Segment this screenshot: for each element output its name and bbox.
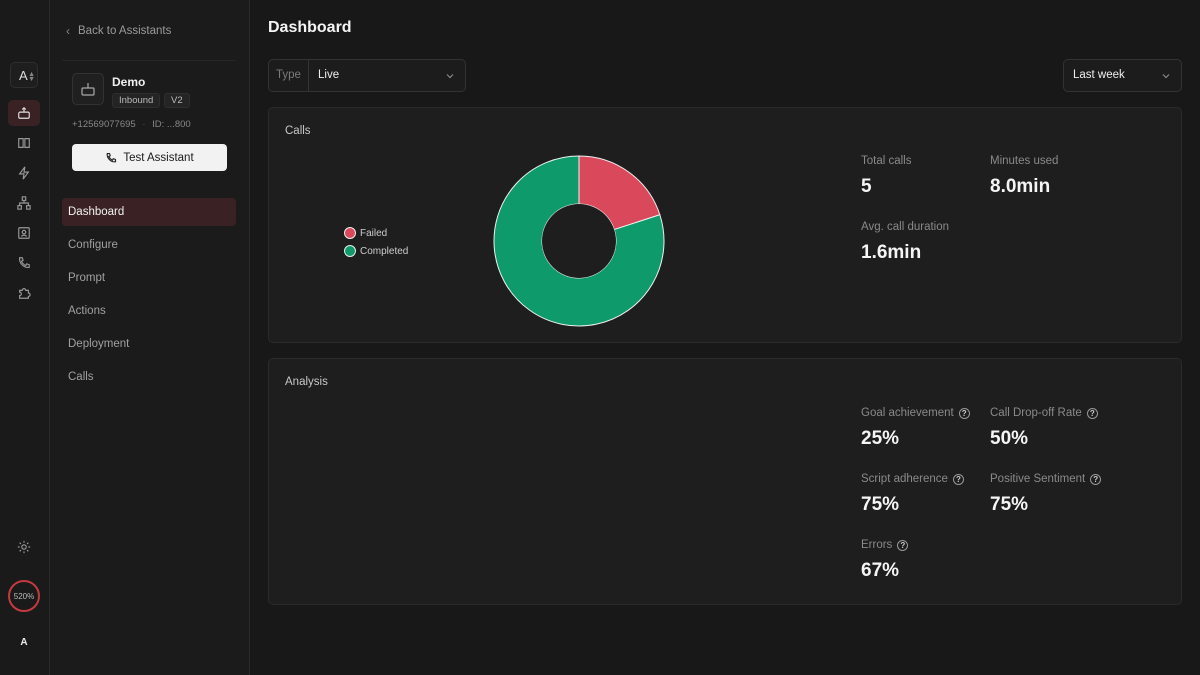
nav-item-prompt[interactable]: Prompt — [68, 272, 106, 284]
version-badge: V2 — [164, 93, 190, 108]
calls-donut-chart — [493, 155, 665, 327]
assistant-sidebar: ‹ Back to Assistants Demo Inbound V2 +12… — [50, 0, 250, 675]
stat-value: 67% — [861, 560, 900, 581]
stat-value: 1.6min — [861, 242, 922, 263]
legend-swatch-failed — [344, 227, 356, 239]
book-icon[interactable] — [8, 130, 40, 156]
page-title: Dashboard — [268, 19, 352, 36]
stat-errors: Errors? 67% — [861, 539, 909, 582]
stat-avg-duration: Avg. call duration 1.6min — [861, 221, 949, 264]
assistant-icon — [72, 73, 104, 105]
stat-label: Positive Sentiment — [990, 473, 1086, 485]
analysis-panel: Analysis Goal achievement? 25% Call Drop… — [268, 358, 1182, 605]
type-filter-value: Live — [318, 69, 340, 81]
help-icon[interactable]: ? — [897, 539, 909, 551]
usage-indicator[interactable]: 520% — [8, 580, 40, 612]
main-content: Dashboard Type Live Last week Calls Fail… — [250, 0, 1200, 675]
help-icon[interactable]: ? — [1090, 473, 1102, 485]
workspace-initial: A — [19, 68, 28, 83]
assistant-card: Demo Inbound V2 +12569077695 · ID: ...80… — [62, 60, 236, 136]
stat-label: Avg. call duration — [861, 221, 950, 233]
gear-icon[interactable] — [8, 534, 40, 560]
chevron-down-icon — [446, 74, 454, 79]
user-avatar[interactable]: A — [20, 636, 28, 648]
stat-call-drop-off: Call Drop-off Rate? 50% — [990, 407, 1098, 450]
app-rail: A ▲ ▼ 520% A — [0, 0, 50, 675]
back-link[interactable]: ‹ Back to Assistants — [66, 24, 171, 38]
stat-label: Goal achievement — [861, 407, 954, 419]
phone-icon[interactable] — [8, 250, 40, 276]
assistant-icon[interactable] — [8, 100, 40, 126]
stat-goal-achievement: Goal achievement? 25% — [861, 407, 970, 450]
stat-value: 5 — [861, 176, 872, 197]
stat-label: Script adherence — [861, 473, 948, 485]
stat-value: 75% — [990, 494, 1029, 515]
assistant-phone: +12569077695 — [72, 119, 136, 130]
help-icon[interactable]: ? — [952, 473, 964, 485]
assistant-id: ID: ...800 — [152, 119, 191, 130]
phone-icon — [106, 152, 117, 162]
nav-item-actions[interactable]: Actions — [68, 305, 106, 317]
legend-item-completed[interactable]: Completed — [344, 242, 408, 260]
chevron-updown-icon: ▲ ▼ — [28, 71, 35, 83]
date-range-select[interactable]: Last week — [1063, 59, 1182, 92]
puzzle-icon[interactable] — [8, 280, 40, 306]
legend-label-failed: Failed — [360, 227, 388, 239]
stat-value: 75% — [861, 494, 900, 515]
nav-item-deployment[interactable]: Deployment — [68, 338, 130, 350]
chevron-down-icon — [1162, 74, 1170, 79]
chevron-left-icon: ‹ — [66, 24, 70, 38]
direction-badge: Inbound — [112, 93, 161, 108]
nav-item-configure[interactable]: Configure — [68, 239, 118, 251]
test-assistant-label: Test Assistant — [123, 151, 194, 164]
stat-value: 8.0min — [990, 176, 1051, 197]
calls-panel: Calls Failed Completed Total calls 5 Min… — [268, 107, 1182, 343]
assistant-name: Demo — [112, 75, 146, 89]
contacts-icon[interactable] — [8, 220, 40, 246]
chart-legend: Failed Completed — [344, 224, 408, 260]
assistant-meta: +12569077695 · ID: ...800 — [72, 119, 191, 130]
type-filter-label: Type — [269, 60, 309, 91]
nav-item-dashboard[interactable]: Dashboard — [62, 198, 236, 226]
help-icon[interactable]: ? — [958, 407, 970, 419]
workspace-switcher[interactable]: A ▲ ▼ — [10, 62, 38, 88]
donut-hole — [542, 204, 616, 278]
type-filter-select[interactable]: Type Live — [268, 59, 466, 92]
stat-label: Total calls — [861, 155, 912, 167]
stat-label: Minutes used — [990, 155, 1059, 167]
legend-label-completed: Completed — [360, 245, 409, 257]
stat-minutes-used: Minutes used 8.0min — [990, 155, 1058, 198]
stat-total-calls: Total calls 5 — [861, 155, 912, 198]
nav-item-calls[interactable]: Calls — [68, 371, 94, 383]
back-link-label: Back to Assistants — [78, 25, 172, 37]
legend-swatch-completed — [344, 245, 356, 257]
lightning-icon[interactable] — [8, 160, 40, 186]
stat-value: 50% — [990, 428, 1029, 449]
test-assistant-button[interactable]: Test Assistant — [72, 144, 227, 171]
legend-item-failed[interactable]: Failed — [344, 224, 408, 242]
stat-positive-sentiment: Positive Sentiment? 75% — [990, 473, 1102, 516]
calls-panel-title: Calls — [285, 125, 311, 137]
date-range-value: Last week — [1073, 69, 1125, 81]
stat-label: Errors — [861, 539, 893, 551]
analysis-panel-title: Analysis — [285, 376, 328, 388]
stat-script-adherence: Script adherence? 75% — [861, 473, 964, 516]
workflow-icon[interactable] — [8, 190, 40, 216]
help-icon[interactable]: ? — [1086, 407, 1098, 419]
stat-label: Call Drop-off Rate — [990, 407, 1082, 419]
stat-value: 25% — [861, 428, 900, 449]
